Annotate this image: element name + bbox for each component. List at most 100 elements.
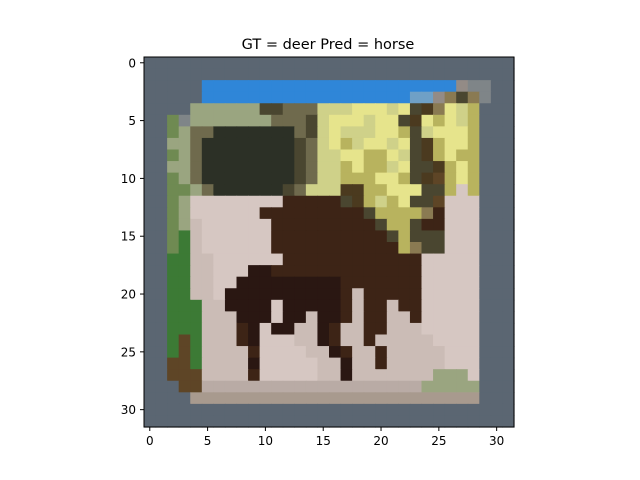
image-pixel bbox=[456, 126, 469, 139]
image-pixel bbox=[271, 149, 284, 162]
image-pixel bbox=[178, 68, 191, 81]
image-pixel bbox=[178, 91, 191, 104]
image-pixel bbox=[375, 357, 388, 370]
image-pixel bbox=[294, 114, 307, 127]
image-pixel bbox=[340, 242, 353, 255]
image-pixel bbox=[433, 91, 446, 104]
image-pixel bbox=[178, 80, 191, 93]
image-pixel bbox=[155, 68, 168, 81]
image-pixel bbox=[456, 218, 469, 232]
image-pixel bbox=[305, 334, 319, 347]
image-pixel bbox=[340, 207, 353, 220]
image-pixel bbox=[305, 218, 319, 232]
image-pixel bbox=[352, 415, 365, 428]
image-pixel bbox=[282, 311, 295, 324]
image-pixel bbox=[456, 57, 469, 70]
image-pixel bbox=[340, 103, 353, 116]
image-pixel bbox=[236, 299, 249, 312]
image-pixel bbox=[178, 126, 191, 139]
image-pixel bbox=[433, 265, 446, 278]
image-pixel bbox=[271, 114, 284, 127]
image-pixel bbox=[190, 265, 203, 278]
image-pixel bbox=[259, 195, 272, 208]
image-pixel bbox=[340, 346, 353, 359]
image-pixel bbox=[236, 184, 249, 197]
image-pixel bbox=[190, 276, 203, 289]
image-pixel bbox=[305, 265, 319, 278]
image-pixel bbox=[294, 137, 307, 151]
image-pixel bbox=[144, 149, 157, 162]
image-pixel bbox=[329, 57, 342, 70]
image-pixel bbox=[502, 288, 515, 301]
image-pixel bbox=[155, 380, 168, 393]
image-pixel bbox=[375, 184, 388, 197]
image-pixel bbox=[329, 207, 342, 220]
image-pixel bbox=[421, 276, 434, 289]
image-pixel bbox=[490, 392, 504, 405]
image-pixel bbox=[409, 311, 423, 324]
image-pixel bbox=[317, 184, 330, 197]
image-pixel bbox=[167, 207, 180, 220]
image-pixel bbox=[398, 242, 411, 255]
image-pixel bbox=[213, 357, 226, 370]
image-pixel bbox=[155, 80, 168, 93]
image-pixel bbox=[213, 322, 226, 336]
image-pixel bbox=[271, 126, 284, 139]
image-pixel bbox=[386, 242, 399, 255]
image-pixel bbox=[155, 230, 168, 243]
image-pixel bbox=[444, 288, 457, 301]
image-pixel bbox=[224, 114, 238, 127]
image-pixel bbox=[190, 288, 203, 301]
image-pixel bbox=[363, 392, 376, 405]
image-pixel bbox=[144, 126, 157, 139]
image-pixel bbox=[178, 172, 191, 185]
image-pixel bbox=[433, 288, 446, 301]
image-pixel bbox=[363, 172, 376, 185]
image-pixel bbox=[167, 346, 180, 359]
image-pixel bbox=[398, 276, 411, 289]
image-pixel bbox=[329, 322, 342, 336]
image-pixel bbox=[167, 299, 180, 312]
image-pixel bbox=[305, 403, 319, 417]
image-pixel bbox=[236, 57, 249, 70]
image-pixel bbox=[502, 311, 515, 324]
image-pixel bbox=[329, 276, 342, 289]
image-pixel bbox=[433, 253, 446, 266]
image-pixel bbox=[305, 68, 319, 81]
image-pixel bbox=[490, 207, 504, 220]
image-pixel bbox=[144, 346, 157, 359]
image-pixel bbox=[398, 403, 411, 417]
image-pixel bbox=[456, 392, 469, 405]
image-pixel bbox=[444, 103, 457, 116]
image-pixel bbox=[456, 242, 469, 255]
image-pixel bbox=[271, 80, 284, 93]
image-pixel bbox=[421, 334, 434, 347]
image-pixel bbox=[305, 242, 319, 255]
image-pixel bbox=[201, 357, 214, 370]
image-pixel bbox=[340, 276, 353, 289]
image-pixel bbox=[467, 114, 480, 127]
image-pixel bbox=[248, 195, 261, 208]
image-pixel bbox=[155, 299, 168, 312]
image-pixel bbox=[479, 68, 492, 81]
x-tick-label: 30 bbox=[489, 434, 504, 448]
image-pixel bbox=[144, 80, 157, 93]
image-pixel bbox=[479, 126, 492, 139]
image-pixel bbox=[490, 103, 504, 116]
image-pixel bbox=[467, 403, 480, 417]
image-pixel bbox=[363, 230, 376, 243]
image-pixel bbox=[352, 172, 365, 185]
image-pixel bbox=[259, 230, 272, 243]
image-pixel bbox=[467, 346, 480, 359]
image-pixel bbox=[317, 322, 330, 336]
image-pixel bbox=[375, 207, 388, 220]
image-pixel bbox=[490, 265, 504, 278]
image-pixel bbox=[213, 288, 226, 301]
image-pixel bbox=[363, 322, 376, 336]
image-pixel bbox=[386, 253, 399, 266]
image-pixel bbox=[259, 346, 272, 359]
image-pixel bbox=[271, 103, 284, 116]
image-pixel bbox=[467, 242, 480, 255]
image-pixel bbox=[282, 265, 295, 278]
image-pixel bbox=[236, 265, 249, 278]
